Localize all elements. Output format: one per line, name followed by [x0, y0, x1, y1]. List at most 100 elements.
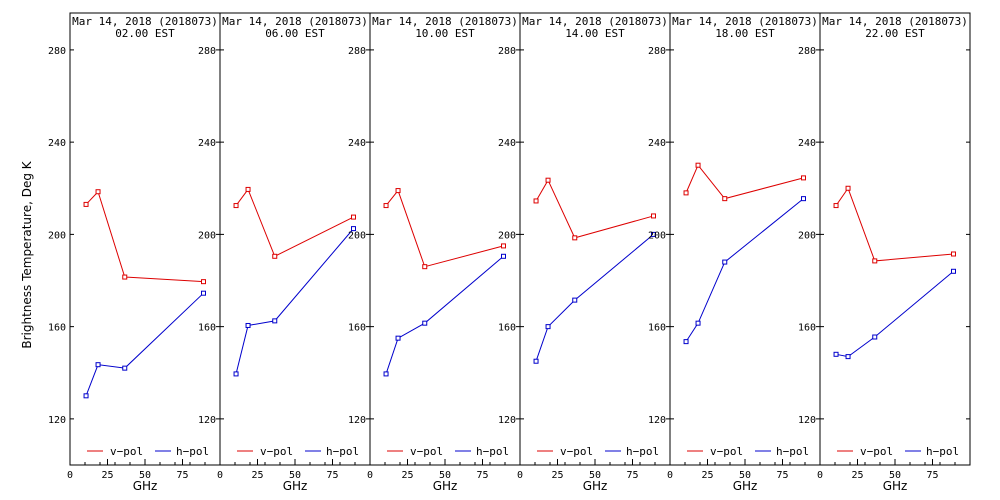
h-pol-point	[951, 268, 956, 274]
v-pol-point	[95, 189, 101, 195]
x-tick-label: 25	[251, 470, 263, 481]
y-tick-label: 120	[348, 415, 366, 426]
h-pol-point	[351, 226, 356, 232]
panel-6: Mar 14, 2018 (2018073)22.00 EST 120 160 200…	[798, 12, 971, 493]
h-pol-point	[272, 318, 278, 324]
legend-h-pol-label: h−pol	[926, 445, 959, 458]
y-tick-label: 280	[498, 46, 516, 57]
legend-h-pol-label: h−pol	[626, 445, 659, 458]
panel-2: Mar 14, 2018 (2018073)06.00 EST 120 160 200…	[198, 12, 371, 493]
h-pol-point	[801, 196, 806, 202]
x-tick-label: 75	[776, 470, 788, 481]
y-tick-label: 160	[498, 323, 516, 334]
panel-1: Mar 14, 2018 (2018073)02.00 EST 120 160 200…	[48, 12, 221, 493]
x-tick-label: 50	[439, 470, 451, 481]
h-pol-point	[122, 365, 128, 371]
h-pol-line	[835, 270, 954, 358]
y-tick-label: 240	[498, 138, 516, 149]
x-tick-label: 50	[289, 470, 301, 481]
x-tick-label: 0	[667, 470, 673, 481]
v-pol-point	[201, 279, 206, 285]
v-pol-point	[683, 190, 689, 196]
x-tick-label: 75	[626, 470, 638, 481]
v-pol-point	[245, 186, 251, 192]
v-pol-line	[535, 179, 654, 239]
h-pol-point	[245, 322, 251, 328]
y-tick-label: 280	[798, 46, 816, 57]
v-pol-point	[272, 253, 278, 259]
y-tick-label: 160	[348, 323, 366, 334]
x-tick-label: 0	[217, 470, 223, 481]
x-tick-label: 0	[817, 470, 823, 481]
x-tick-label: 25	[551, 470, 563, 481]
y-tick-label: 240	[348, 138, 366, 149]
x-tick-label: 25	[701, 470, 713, 481]
h-pol-point	[833, 351, 839, 357]
v-pol-point	[801, 175, 806, 181]
legend-v-pol-label: v−pol	[260, 445, 293, 458]
v-pol-point	[351, 214, 356, 220]
h-pol-point	[872, 334, 878, 340]
h-pol-point	[422, 320, 428, 326]
panel-subtitle: 22.00 EST	[865, 27, 925, 40]
x-tick-label: 75	[326, 470, 338, 481]
h-pol-point	[572, 297, 578, 303]
panel-5: Mar 14, 2018 (2018073)18.00 EST 120 160 200…	[648, 12, 821, 493]
y-tick-label: 200	[348, 230, 366, 241]
x-tick-label: 75	[476, 470, 488, 481]
panel-4: Mar 14, 2018 (2018073)14.00 EST 120 160 200…	[498, 12, 671, 493]
y-tick-label: 240	[648, 138, 666, 149]
panel-subtitle: 14.00 EST	[565, 27, 625, 40]
x-tick-label: 0	[517, 470, 523, 481]
v-pol-point	[572, 235, 578, 241]
y-tick-label: 240	[48, 138, 66, 149]
v-pol-point	[833, 203, 839, 209]
h-pol-point	[383, 371, 389, 377]
y-tick-label: 240	[198, 138, 216, 149]
y-tick-label: 160	[798, 323, 816, 334]
v-pol-line	[685, 164, 804, 200]
legend-h-pol-label: h−pol	[176, 445, 209, 458]
x-axis-title: GHz	[133, 479, 158, 493]
h-pol-line	[85, 292, 204, 396]
h-pol-point	[233, 371, 239, 377]
x-axis-title: GHz	[283, 479, 308, 493]
h-pol-line	[535, 234, 654, 362]
x-tick-label: 25	[851, 470, 863, 481]
y-tick-label: 200	[48, 230, 66, 241]
v-pol-point	[501, 243, 506, 249]
h-pol-point	[722, 259, 728, 265]
y-tick-label: 160	[48, 323, 66, 334]
legend-v-pol-label: v−pol	[110, 445, 143, 458]
panel-group: Mar 14, 2018 (2018073) 02.00 EST 120 160 200…	[48, 12, 971, 493]
x-axis-title: GHz	[433, 479, 458, 493]
v-pol-point	[395, 188, 401, 194]
h-pol-point	[845, 354, 851, 360]
h-pol-point	[683, 339, 689, 345]
legend-h-pol-label: h−pol	[776, 445, 809, 458]
legend-h-pol-label: h−pol	[476, 445, 509, 458]
y-tick-label: 280	[48, 46, 66, 57]
x-tick-label: 75	[176, 470, 188, 481]
panel-subtitle: 06.00 EST	[265, 27, 325, 40]
v-pol-point	[722, 196, 728, 202]
panel-title: Mar 14, 2018 (2018073)	[822, 15, 968, 28]
h-pol-line	[235, 228, 354, 375]
legend-v-pol-label: v−pol	[860, 445, 893, 458]
x-tick-label: 25	[401, 470, 413, 481]
y-tick-label: 160	[198, 323, 216, 334]
h-pol-point	[95, 362, 101, 368]
v-pol-line	[385, 189, 504, 268]
panel-frame	[819, 12, 971, 466]
v-pol-point	[951, 251, 956, 257]
y-tick-label: 280	[348, 46, 366, 57]
h-pol-point	[651, 231, 656, 237]
panel-title: Mar 14, 2018 (2018073)	[222, 15, 368, 28]
v-pol-line	[235, 188, 354, 257]
panel-subtitle: 02.00 EST	[115, 27, 175, 40]
legend-v-pol-label: v−pol	[410, 445, 443, 458]
y-tick-label: 240	[798, 138, 816, 149]
h-pol-point	[501, 253, 506, 259]
v-pol-point	[422, 264, 428, 270]
